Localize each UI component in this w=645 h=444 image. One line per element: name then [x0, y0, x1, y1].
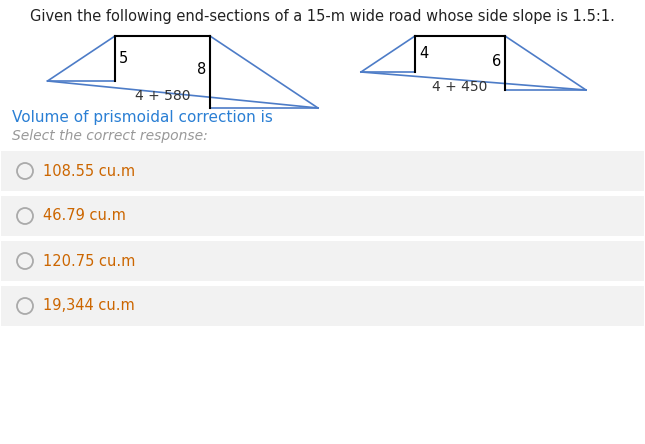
Text: 5: 5: [119, 51, 128, 66]
Text: Volume of prismoidal correction is: Volume of prismoidal correction is: [12, 110, 273, 125]
FancyBboxPatch shape: [1, 286, 644, 326]
Text: 19,344 cu.m: 19,344 cu.m: [43, 298, 135, 313]
Text: 120.75 cu.m: 120.75 cu.m: [43, 254, 135, 269]
Text: Given the following end-sections of a 15-m wide road whose side slope is 1.5:1.: Given the following end-sections of a 15…: [30, 9, 615, 24]
Text: 4: 4: [419, 47, 428, 62]
FancyBboxPatch shape: [1, 241, 644, 281]
Text: 6: 6: [491, 53, 501, 68]
Text: 4 + 580: 4 + 580: [135, 89, 190, 103]
Text: Select the correct response:: Select the correct response:: [12, 129, 208, 143]
Text: 4 + 450: 4 + 450: [432, 80, 488, 94]
FancyBboxPatch shape: [1, 196, 644, 236]
Text: 108.55 cu.m: 108.55 cu.m: [43, 163, 135, 178]
Text: 8: 8: [197, 62, 206, 76]
Text: 46.79 cu.m: 46.79 cu.m: [43, 209, 126, 223]
FancyBboxPatch shape: [1, 151, 644, 191]
